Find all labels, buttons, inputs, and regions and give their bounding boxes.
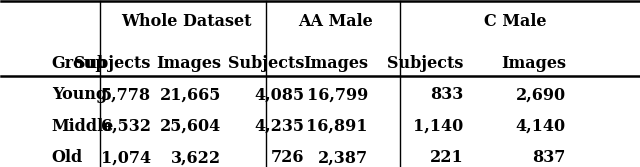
Text: Images: Images bbox=[501, 55, 566, 72]
Text: 726: 726 bbox=[271, 149, 304, 166]
Text: 21,665: 21,665 bbox=[159, 87, 221, 104]
Text: 2,690: 2,690 bbox=[516, 87, 566, 104]
Text: 1,140: 1,140 bbox=[413, 118, 464, 135]
Text: 3,622: 3,622 bbox=[171, 149, 221, 166]
Text: AA Male: AA Male bbox=[299, 13, 373, 30]
Text: 2,387: 2,387 bbox=[318, 149, 368, 166]
Text: 4,140: 4,140 bbox=[516, 118, 566, 135]
Text: 5,778: 5,778 bbox=[100, 87, 151, 104]
Text: Subjects: Subjects bbox=[228, 55, 304, 72]
Text: Subjects: Subjects bbox=[387, 55, 464, 72]
Text: Images: Images bbox=[303, 55, 368, 72]
Text: 1,074: 1,074 bbox=[100, 149, 151, 166]
Text: Subjects: Subjects bbox=[74, 55, 151, 72]
Text: Middle: Middle bbox=[52, 118, 114, 135]
Text: 4,235: 4,235 bbox=[254, 118, 304, 135]
Text: 837: 837 bbox=[532, 149, 566, 166]
Text: 16,799: 16,799 bbox=[307, 87, 368, 104]
Text: 25,604: 25,604 bbox=[160, 118, 221, 135]
Text: 6,532: 6,532 bbox=[100, 118, 151, 135]
Text: C Male: C Male bbox=[484, 13, 546, 30]
Text: Group: Group bbox=[52, 55, 108, 72]
Text: Images: Images bbox=[156, 55, 221, 72]
Text: Young: Young bbox=[52, 87, 107, 104]
Text: 221: 221 bbox=[430, 149, 464, 166]
Text: 833: 833 bbox=[431, 87, 464, 104]
Text: 16,891: 16,891 bbox=[307, 118, 368, 135]
Text: 4,085: 4,085 bbox=[254, 87, 304, 104]
Text: Old: Old bbox=[52, 149, 83, 166]
Text: Whole Dataset: Whole Dataset bbox=[121, 13, 251, 30]
